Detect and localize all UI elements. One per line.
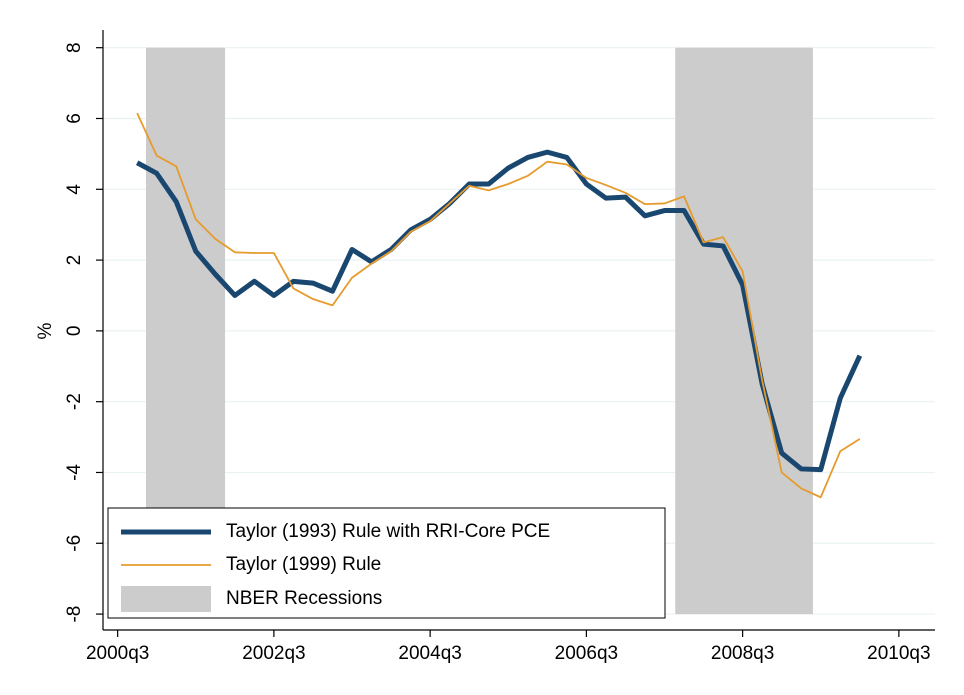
- x-tick-label: 2006q3: [555, 643, 618, 664]
- y-tick-label: 4: [64, 184, 85, 195]
- series-line: [135, 149, 863, 473]
- y-tick-label: -8: [64, 606, 85, 623]
- legend-swatch: [121, 586, 211, 612]
- legend-label: NBER Recessions: [226, 588, 382, 609]
- y-tick-label: 6: [64, 113, 85, 124]
- y-tick-label: 0: [64, 326, 85, 337]
- y-tick-label: 8: [64, 42, 85, 53]
- recession-band: [675, 47, 813, 615]
- y-axis-label: %: [35, 322, 56, 339]
- y-tick-label: 2: [64, 255, 85, 266]
- x-tick-label: 2002q3: [242, 643, 305, 664]
- y-tick-label: -4: [64, 464, 85, 481]
- legend-label: Taylor (1993) Rule with RRI-Core PCE: [226, 521, 550, 542]
- y-tick-label: -2: [64, 393, 85, 410]
- series-line: [136, 112, 861, 499]
- y-tick-label: -6: [64, 535, 85, 552]
- x-tick-label: 2010q3: [867, 643, 930, 664]
- x-tick-label: 2004q3: [398, 643, 461, 664]
- x-tick-label: 2000q3: [86, 643, 149, 664]
- x-tick-label: 2008q3: [711, 643, 774, 664]
- legend-label: Taylor (1999) Rule: [226, 554, 381, 575]
